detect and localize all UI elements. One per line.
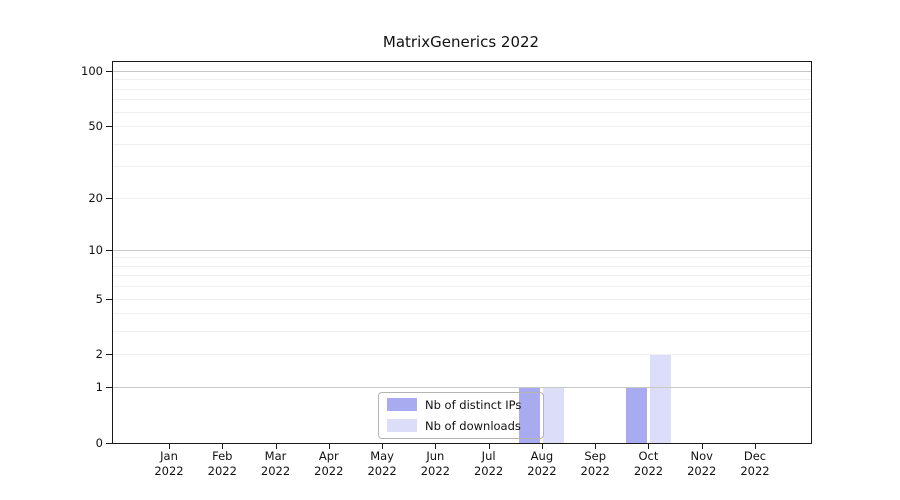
legend: Nb of distinct IPs Nb of downloads [378,392,544,439]
y-tick-mark [106,443,113,444]
x-tick-label: Dec 2022 [723,449,787,479]
y-tick-label: 2 [95,347,103,362]
x-tick-month: Oct [638,449,659,463]
minor-gridline [113,99,811,101]
bar-distinct-ips-aug [519,387,541,443]
x-tick-mark [755,443,756,449]
x-tick-year: 2022 [154,464,184,478]
legend-label: Nb of distinct IPs [425,397,522,412]
x-tick-mark [222,443,224,449]
x-tick-label: Feb 2022 [190,449,254,479]
y-tick-mark [106,298,113,300]
y-tick-label: 5 [95,291,103,306]
chart-title: MatrixGenerics 2022 [382,33,540,51]
plot-area: 0 1 2 5 10 20 50 100 Jan 2022 Feb 2022 Mar 2022 Apr 202… [81,61,812,478]
x-tick-label: Apr 2022 [297,449,361,479]
minor-gridline [113,275,811,277]
x-tick-month: Jun [426,449,445,463]
x-tick-mark [648,443,650,449]
legend-item-downloads: Nb of downloads [387,416,543,435]
y-tick-mark [106,387,113,389]
x-tick-month: Jan [160,449,178,463]
x-tick-year: 2022 [527,464,557,478]
x-tick-label: Mar 2022 [244,449,308,479]
y-tick-label: 20 [88,190,103,205]
minor-gridline [113,79,811,81]
x-tick-year: 2022 [207,464,237,478]
minor-gridline [113,88,811,90]
x-tick-year: 2022 [367,464,397,478]
legend-swatch-distinct-ips [387,398,417,411]
minor-gridline [113,126,811,128]
minor-gridline [113,257,811,259]
y-tick-mark [106,354,113,356]
x-tick-month: May [370,449,394,463]
major-gridline [113,71,811,73]
x-tick-month: Mar [264,449,287,463]
x-tick-year: 2022 [260,464,291,478]
minor-gridline [113,111,811,113]
x-tick-year: 2022 [473,464,504,478]
minor-gridline [113,354,811,356]
x-tick-month: Aug [530,449,554,463]
x-tick-month: Sep [584,449,607,463]
x-tick-year: 2022 [420,464,450,478]
x-tick-mark [328,443,330,449]
x-tick-month: Nov [690,449,713,463]
y-tick-mark [106,126,113,128]
x-tick-label: Oct 2022 [616,449,680,479]
legend-label: Nb of downloads [425,418,521,433]
x-tick-mark [169,443,170,449]
minor-gridline [113,286,811,288]
legend-swatch-downloads [387,419,417,432]
minor-gridline [113,166,811,168]
y-tick-label: 100 [81,64,103,79]
y-tick-mark [106,197,113,199]
x-tick-label: Nov 2022 [670,449,734,479]
major-gridline [113,249,811,251]
bar-downloads-aug [543,387,565,443]
minor-gridline [113,265,811,267]
x-tick-mark [541,443,543,449]
x-tick-year: 2022 [633,464,664,478]
minor-gridline [113,331,811,333]
y-tick-label: 50 [88,119,103,134]
x-tick-month: Jul [481,449,496,463]
x-tick-month: Dec [743,449,767,463]
x-tick-label: Sep 2022 [563,449,627,479]
x-tick-mark [435,443,437,449]
legend-item-distinct-ips: Nb of distinct IPs [387,395,543,414]
minor-gridline [113,313,811,315]
x-tick-year: 2022 [740,464,770,478]
x-tick-month: Feb [212,449,233,463]
y-tick-mark [106,249,113,251]
major-gridline [113,387,811,389]
x-tick-year: 2022 [314,464,344,478]
minor-gridline [113,298,811,300]
x-tick-label: Jun 2022 [403,449,467,479]
y-tick-label: 0 [95,436,103,450]
minor-gridline [113,143,811,145]
x-tick-mark [701,443,703,449]
x-tick-label: Jan 2022 [137,449,201,479]
x-tick-mark [275,443,277,449]
x-tick-year: 2022 [580,464,610,478]
bar-downloads-oct [649,354,671,443]
x-tick-month: Apr [318,449,339,463]
x-tick-mark [488,443,490,449]
x-tick-label: Jul 2022 [457,449,521,479]
y-tick-mark [106,71,113,73]
bar-distinct-ips-oct [625,387,647,443]
x-tick-mark [595,443,597,449]
y-tick-label: 10 [88,242,103,257]
x-tick-mark [382,443,384,449]
x-tick-label: Aug 2022 [510,449,574,479]
minor-gridline [113,197,811,199]
y-tick-label: 1 [95,380,103,395]
x-tick-year: 2022 [687,464,717,478]
x-tick-label: May 2022 [350,449,414,479]
